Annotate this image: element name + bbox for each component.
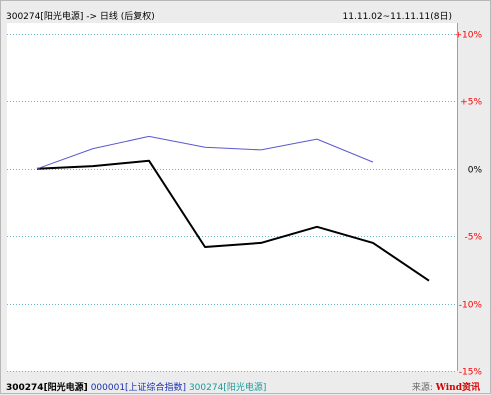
- series-line-1: [36, 135, 374, 170]
- y-tick-label-4: -10%: [459, 301, 483, 311]
- source-label: 来源:: [411, 383, 433, 393]
- y-tick-label-3: -5%: [464, 233, 482, 243]
- plot-area: [7, 23, 457, 371]
- legend: 300274[阳光电源] 000001[上证综合指数] 300274[阳光电源]: [6, 380, 266, 393]
- source-brand: Wind资讯: [435, 383, 480, 393]
- chart-title: 300274[阳光电源] -> 日线 (后复权): [6, 12, 155, 22]
- source-note: 来源: Wind资讯: [412, 380, 480, 393]
- y-tick-label-5: -15%: [459, 368, 483, 378]
- legend-item-stock-alt: 300274[阳光电源]: [188, 383, 267, 393]
- y-tick-label-1: +5%: [460, 98, 482, 108]
- y-tick-label-0: +10%: [454, 31, 482, 41]
- legend-item-index: 000001[上证综合指数]: [90, 383, 187, 393]
- legend-item-stock: 300274[阳光电源]: [6, 383, 88, 393]
- y-tick-label-2: 0%: [468, 166, 483, 176]
- series-line-0: [36, 159, 430, 282]
- date-range: 11.11.02~11.11.11(8日): [342, 12, 452, 22]
